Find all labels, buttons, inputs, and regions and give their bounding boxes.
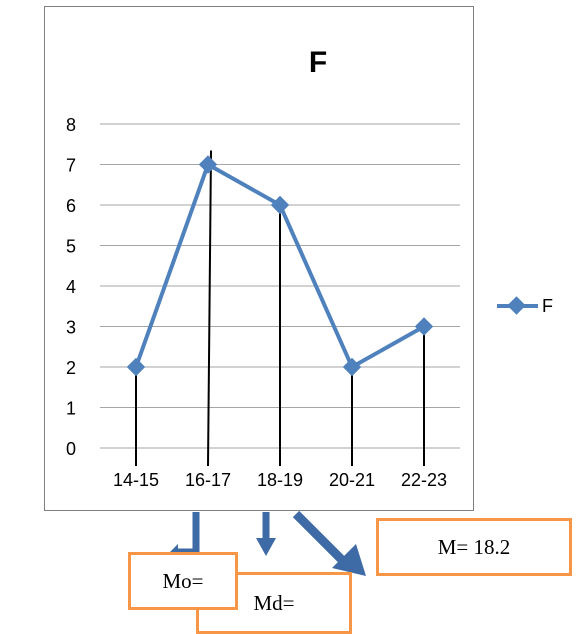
mode-label: Mo= [162,568,204,593]
y-tick-label: 3 [66,318,76,338]
data-point [126,357,146,377]
arrow-mode [178,512,200,556]
y-tick-label: 0 [66,439,76,459]
y-tick-label: 2 [66,358,76,378]
data-point [342,357,362,377]
y-tick-labels: 0 1 2 3 4 5 6 7 8 [66,115,76,459]
y-tick-label: 6 [66,196,76,216]
x-tick-label: 18-19 [257,470,303,490]
data-point [198,155,218,174]
mode-box: Mo= [128,552,238,610]
y-tick-label: 7 [66,156,76,176]
drop-lines [135,150,425,467]
x-tick-label: 14-15 [113,470,159,490]
data-markers [126,155,434,377]
mean-label: M= 18.2 [437,534,511,559]
mean-box: M= 18.2 [376,518,572,576]
x-tick-labels: 14-15 16-17 18-19 20-21 22-23 [113,470,447,490]
median-label: Md= [253,590,295,615]
y-tick-label: 4 [66,277,76,297]
legend: F [497,296,553,316]
arrow-mean [292,510,348,566]
chart-title: F [309,46,327,79]
y-tick-label: 1 [66,399,76,419]
data-point [270,195,290,215]
y-tick-label: 5 [66,237,76,257]
drop-line [207,150,212,467]
x-tick-label: 16-17 [185,470,231,490]
y-tick-label: 8 [66,115,76,135]
legend-marker [507,296,526,315]
arrow-median-head [256,538,276,556]
x-tick-label: 20-21 [329,470,375,490]
chart-frame [44,6,474,511]
data-point [414,317,434,336]
x-tick-label: 22-23 [401,470,447,490]
legend-label: F [542,296,553,316]
arrow-mean-head [332,544,366,576]
